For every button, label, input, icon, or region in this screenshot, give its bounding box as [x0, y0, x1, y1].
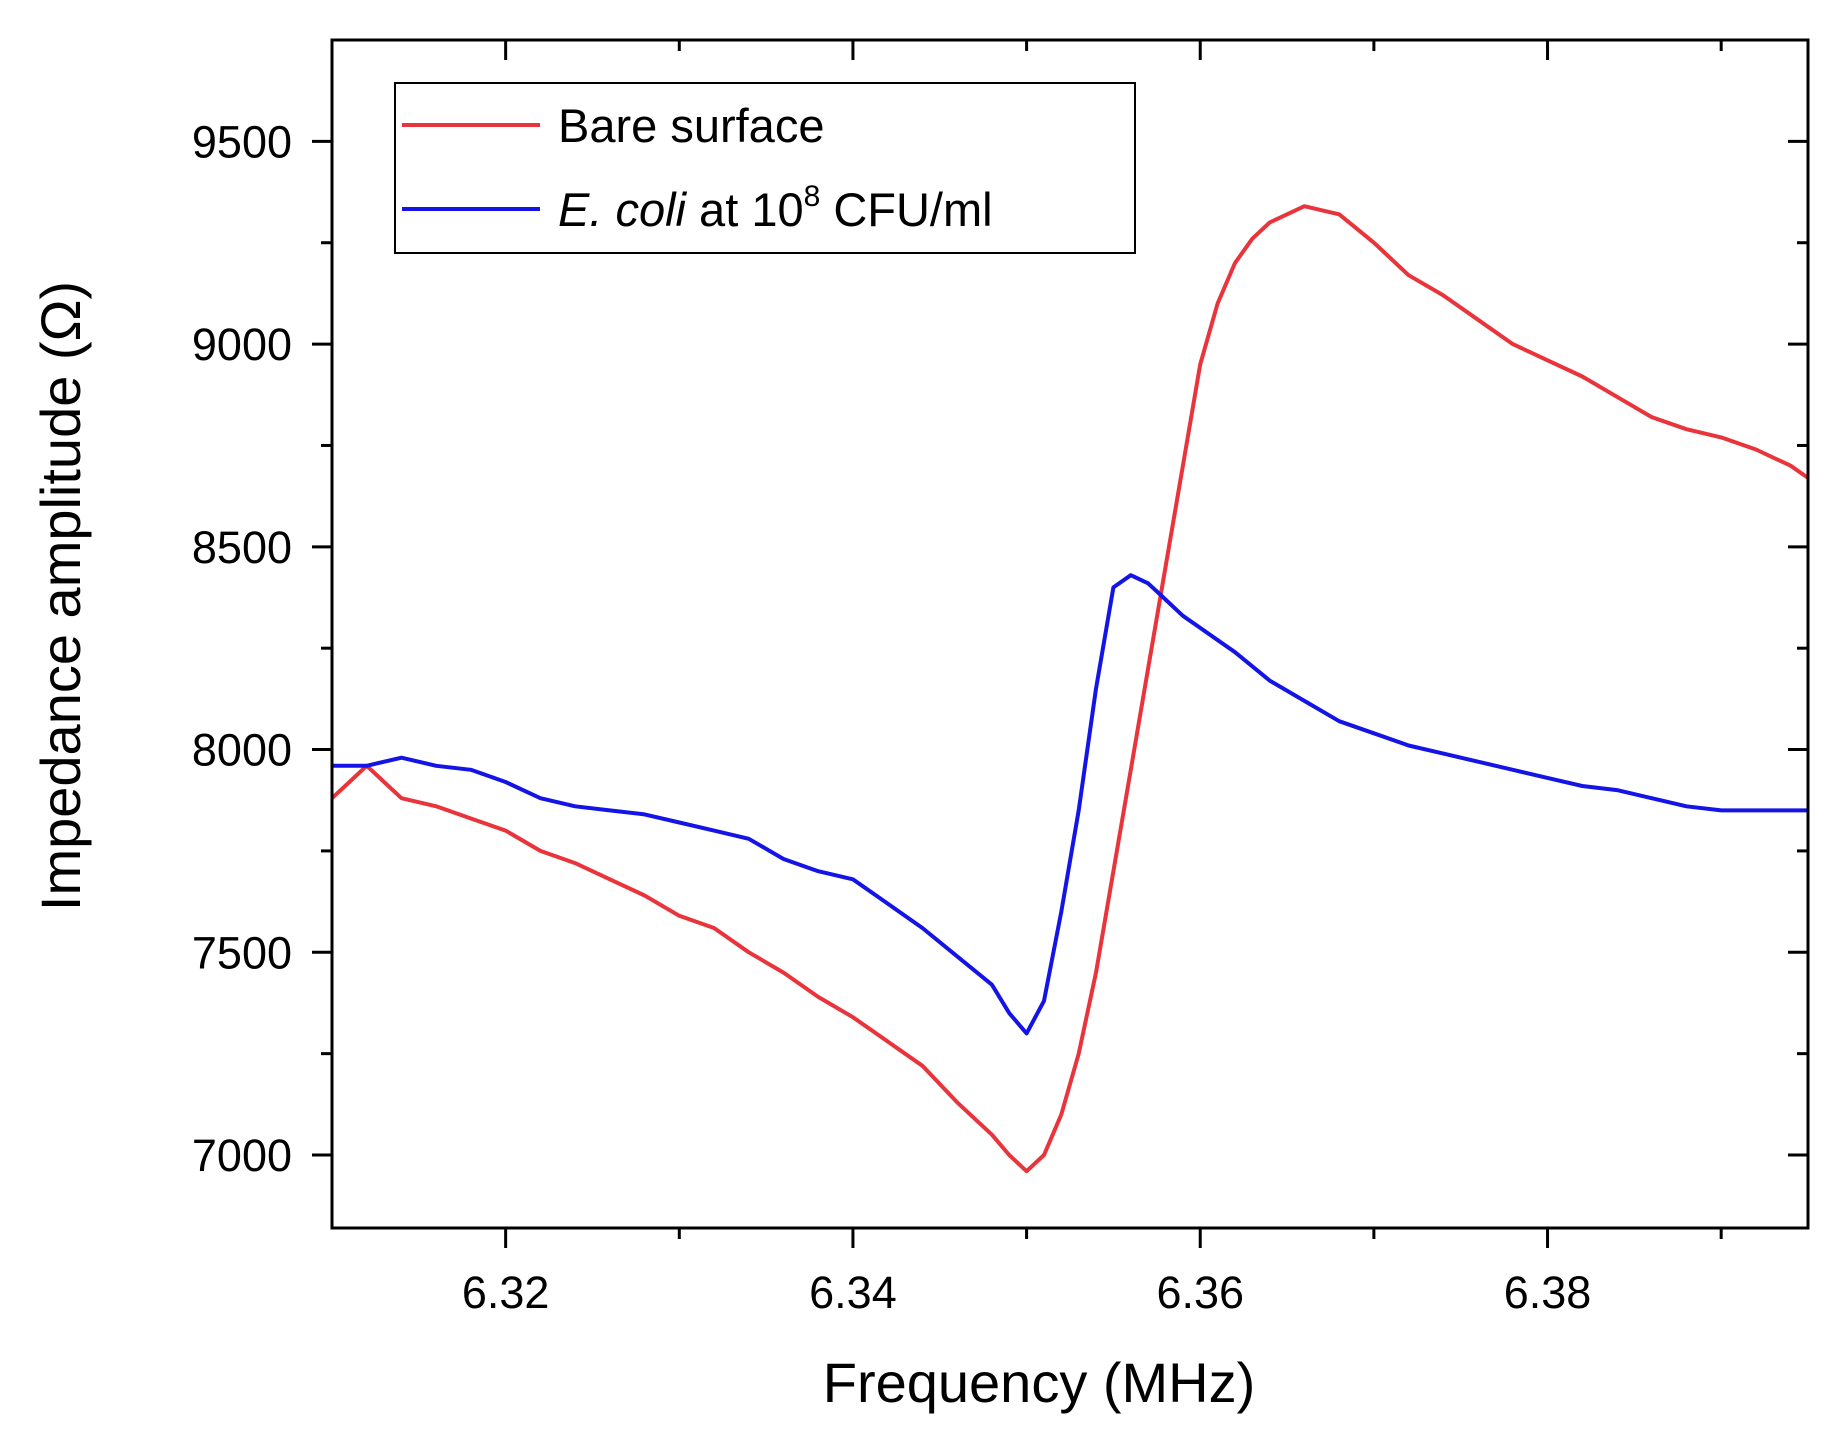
y-axis-title: Impedance amplitude (Ω) [29, 281, 92, 911]
x-tick-label: 6.36 [1156, 1267, 1244, 1318]
legend-label-e-coli: E. coli at 108 CFU/ml [558, 180, 993, 236]
y-tick-label: 7500 [192, 927, 292, 978]
y-tick-label: 7000 [192, 1130, 292, 1181]
y-tick-label: 8000 [192, 725, 292, 776]
y-tick-label: 8500 [192, 522, 292, 573]
x-tick-label: 6.38 [1504, 1267, 1592, 1318]
legend-label-bare-surface: Bare surface [558, 99, 824, 152]
legend-label-e-coli-suffix: CFU/ml [820, 183, 992, 236]
x-tick-label: 6.34 [809, 1267, 897, 1318]
series-line-bare-surface [332, 204, 1808, 1174]
series-line-e-coli [332, 573, 1808, 1036]
legend-label-e-coli-italic: E. coli [558, 183, 688, 236]
tick-labels-layer: 6.32 6.34 6.36 6.38 7000 7500 8000 8500 9000 9500 [192, 116, 1591, 1318]
plot-area-frame [330, 38, 1810, 1230]
x-axis-title: Frequency (MHz) [823, 1351, 1256, 1414]
legend-label-e-coli-superscript: 8 [804, 180, 821, 213]
x-tick-label: 6.32 [462, 1267, 550, 1318]
ticks-layer [312, 40, 1808, 1248]
legend-box [394, 82, 1136, 254]
y-tick-label: 9000 [192, 319, 292, 370]
y-tick-label: 9500 [192, 116, 292, 167]
legend-label-e-coli-middle: at 10 [686, 183, 804, 236]
legend: Bare surface E. coli at 108 CFU/ml [394, 82, 1136, 254]
series-layer [332, 204, 1808, 1174]
